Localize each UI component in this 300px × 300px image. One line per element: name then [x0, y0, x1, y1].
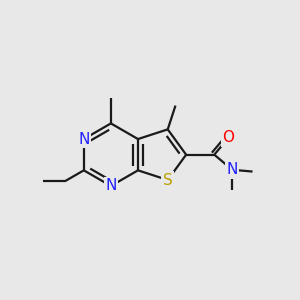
Text: N: N [105, 178, 117, 194]
Text: N: N [226, 162, 238, 177]
Text: N: N [78, 131, 89, 146]
Text: O: O [222, 130, 234, 146]
Text: S: S [163, 172, 172, 188]
